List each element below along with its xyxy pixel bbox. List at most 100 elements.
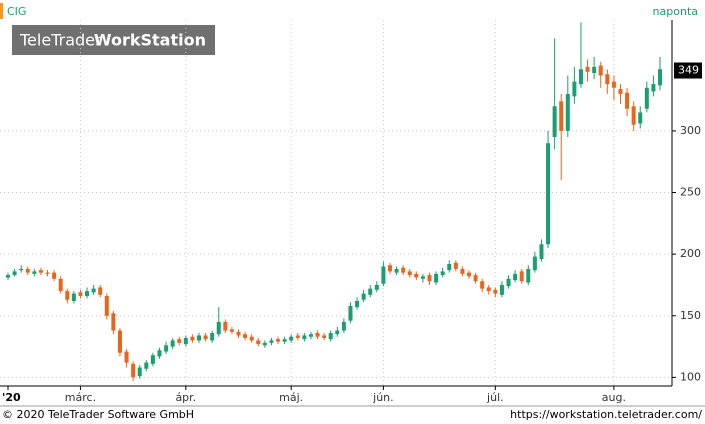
candle-body — [644, 87, 649, 109]
candle-body — [256, 340, 261, 345]
candle-body — [460, 268, 465, 274]
symbol: CIG — [7, 5, 26, 18]
candle-body — [190, 336, 195, 341]
candle-body — [381, 266, 386, 284]
candle-body — [427, 275, 432, 282]
interval: naponta — [653, 5, 698, 18]
candle-body — [58, 278, 63, 292]
candle-body — [401, 267, 406, 273]
url: https://workstation.teletrader.com/ — [510, 408, 702, 421]
candle-body — [262, 342, 267, 346]
candle-body — [12, 271, 17, 276]
candle-body — [157, 350, 162, 357]
candle-body — [45, 272, 50, 274]
y-tick-label: 250 — [680, 186, 701, 199]
candle-body — [295, 335, 300, 338]
candle-body — [164, 345, 169, 352]
candle-body — [394, 268, 399, 273]
watermark-brand: TeleTrader — [19, 31, 102, 50]
candle-body — [546, 143, 551, 245]
watermark-box — [12, 25, 215, 55]
candle-body — [177, 339, 182, 343]
candle-body — [585, 66, 590, 72]
candle-body — [348, 305, 353, 321]
candle-body — [315, 333, 320, 337]
x-tick-label: aug. — [602, 391, 626, 404]
candle-body — [183, 337, 188, 345]
last-price-label: 349 — [678, 64, 699, 77]
candle-body — [434, 273, 439, 283]
candle-body — [52, 272, 57, 279]
candle-body — [229, 329, 234, 332]
candle-body — [243, 334, 248, 338]
candle-body — [210, 333, 215, 341]
last-price-box — [674, 62, 702, 79]
candle-body — [65, 291, 70, 300]
x-tick-label: máj. — [279, 391, 303, 404]
candle-body — [308, 334, 313, 337]
candle-body — [453, 262, 458, 269]
candle-body — [658, 69, 662, 86]
candle-body — [6, 275, 10, 278]
candle-body — [578, 69, 583, 85]
candle-body — [111, 313, 116, 331]
candle-body — [196, 335, 201, 341]
candle-body — [361, 293, 366, 300]
candle-body — [71, 293, 76, 301]
candle-body — [322, 335, 327, 338]
candle-body — [480, 281, 485, 289]
candle-body — [38, 270, 43, 273]
x-tick-label: júl. — [486, 391, 504, 404]
candle-body — [552, 106, 557, 138]
candle-body — [368, 288, 373, 295]
y-tick-label: 150 — [680, 309, 701, 322]
candle-body — [269, 340, 274, 343]
candle-body — [249, 336, 254, 341]
y-tick-label: 200 — [680, 247, 701, 260]
candle-body — [78, 292, 83, 297]
candle-body — [631, 106, 636, 125]
candle-body — [25, 268, 30, 273]
candle-body — [539, 244, 544, 260]
candle-body — [124, 351, 129, 363]
candle-body — [592, 66, 597, 73]
copyright: © 2020 TeleTrader Software GmbH — [2, 408, 194, 421]
candle-body — [565, 93, 570, 131]
candle-body — [289, 336, 294, 341]
candle-body — [170, 340, 175, 347]
candle-body — [447, 264, 452, 271]
candle-body — [223, 321, 228, 331]
candle-body — [355, 300, 360, 308]
candle-body — [493, 289, 498, 294]
candle-body — [519, 271, 524, 282]
candle-body — [137, 367, 142, 377]
candle-body — [117, 330, 122, 353]
candle-body — [440, 271, 445, 276]
candle-body — [32, 271, 37, 274]
candle-body — [513, 273, 518, 281]
x-tick-label: ápr. — [175, 391, 196, 404]
candle-body — [486, 287, 491, 292]
x-tick-label: jún. — [372, 391, 394, 404]
candle-body — [605, 74, 610, 85]
candle-body — [572, 81, 577, 97]
candle-body — [414, 273, 419, 278]
candle-body — [374, 284, 379, 290]
x-tick-label: '20 — [2, 391, 21, 404]
candle-body — [526, 268, 531, 283]
candle-body — [335, 330, 340, 335]
candle-body — [387, 265, 392, 272]
candle-body — [638, 112, 643, 124]
candle-body — [144, 362, 149, 369]
candle-body — [85, 291, 90, 297]
y-tick-label: 300 — [680, 124, 701, 137]
candle-body — [236, 331, 241, 336]
candle-body — [532, 256, 537, 271]
candle-body — [499, 284, 504, 295]
candle-body — [625, 92, 630, 109]
candle-body — [506, 278, 511, 287]
candle-body — [203, 335, 208, 340]
candle-body — [19, 268, 24, 271]
candle-body — [618, 89, 623, 94]
